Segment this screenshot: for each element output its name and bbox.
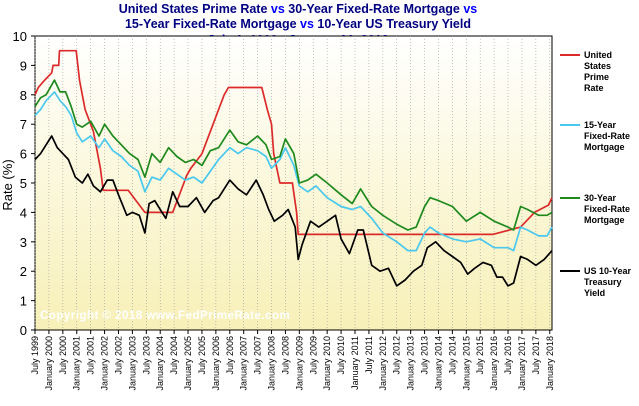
x-tick-label: July 2006 [225,336,235,375]
series-lines [34,49,553,287]
legend-label-thirty: Fixed-Rate [584,204,630,214]
x-tick-label: July 2007 [253,336,263,375]
legend-label-prime: Rate [584,83,604,93]
x-tick-label: January 2018 [545,336,555,391]
y-tick-label: 5 [20,176,27,191]
legend-label-prime: Prime [584,72,609,82]
y-tick-label: 8 [20,88,27,103]
y-tick-label: 7 [20,117,27,132]
y-tick-label: 2 [20,264,27,279]
x-tick-label: January 2004 [155,336,165,391]
y-tick-label: 10 [13,29,27,44]
legend-label-fifteen: Fixed-Rate [584,131,630,141]
x-tick-label: January 2010 [322,336,332,391]
series-line-treasury [34,135,553,287]
title-segment: 10-Year US Treasury Yield [314,17,471,31]
x-tick-label: July 2002 [113,336,123,375]
x-tick-label: January 2000 [44,336,54,391]
x-tick-label: January 2008 [267,336,277,391]
x-tick-label: January 2002 [100,336,110,391]
x-tick-label: July 2016 [503,336,513,375]
x-tick-label: January 2007 [239,336,249,391]
title-segment: vs [463,2,477,16]
legend: UnitedStatesPrimeRate15-YearFixed-RateMo… [560,50,632,298]
title-segment: 30-Year Fixed-Rate Mortgage [285,2,464,16]
x-tick-label: July 2012 [392,336,402,375]
series-line-fifteen [34,91,553,252]
x-tick-label: January 2014 [433,336,443,391]
y-tick-label: 4 [20,205,27,220]
x-tick-label: July 2010 [336,336,346,375]
x-tick-label: January 2009 [294,336,304,391]
y-axis-label: Rate (%) [0,159,15,210]
legend-label-fifteen: 15-Year [584,120,617,130]
x-tick-label: July 2009 [308,336,318,375]
x-tick-label: January 2005 [183,336,193,391]
legend-label-prime: States [584,61,611,71]
title-segment: vs [300,17,314,31]
x-tick-label: January 2001 [72,336,82,391]
x-tick-label: January 2003 [127,336,137,391]
x-tick-label: July 2011 [364,336,374,374]
legend-label-treasury: Yield [584,288,605,298]
x-tick-label: July 2008 [280,336,290,375]
y-tick-label: 9 [20,58,27,73]
title-segment: vs [271,2,285,16]
x-tick-label: January 2006 [211,336,221,391]
x-tick-label: July 2015 [475,336,485,375]
series-line-thirty [34,79,553,231]
x-tick-label: July 2005 [197,336,207,375]
legend-label-treasury: US 10-Year [584,266,632,276]
x-tick-label: July 2000 [58,336,68,375]
legend-label-thirty: 30-Year [584,193,617,203]
x-tick-label: January 2013 [406,336,416,391]
y-tick-label: 6 [20,147,27,162]
y-tick-label: 1 [20,294,27,309]
x-tick-label: July 2001 [86,336,96,375]
series-line-prime [34,49,553,236]
legend-label-prime: United [584,50,612,60]
title-segment: United States Prime Rate [119,2,271,16]
x-tick-label: January 2011 [350,336,360,390]
x-tick-label: January 2017 [517,336,527,391]
y-tick-label: 0 [20,323,27,338]
x-tick-label: July 2017 [531,336,541,375]
x-tick-label: July 2014 [447,336,457,375]
title-line-1: United States Prime Rate vs 30-Year Fixe… [119,2,478,16]
x-tick-label: January 2012 [378,336,388,391]
x-tick-label: July 2003 [141,336,151,375]
x-tick-label: January 2016 [489,336,499,391]
copyright-text: Copyright © 2018 www.FedPrimeRate.com [40,310,290,322]
x-tick-label: July 2013 [420,336,430,375]
legend-label-thirty: Mortgage [584,215,625,225]
plot-area [34,35,553,331]
title-line-2: 15-Year Fixed-Rate Mortgage vs 10-Year U… [125,17,471,31]
x-tick-label: July 1999 [30,336,40,375]
legend-label-fifteen: Mortgage [584,142,625,152]
y-axis-ticks: 0 1 2 3 4 5 6 7 8 9 10 [13,29,35,338]
y-tick-label: 3 [20,235,27,250]
x-tick-label: January 2015 [461,336,471,391]
title-segment: 15-Year Fixed-Rate Mortgage [125,17,300,31]
x-axis-ticks: July 1999 January 2000 July 2000 January 20… [30,330,555,391]
legend-label-treasury: Treasury [584,277,622,287]
x-tick-label: July 2004 [169,336,179,375]
